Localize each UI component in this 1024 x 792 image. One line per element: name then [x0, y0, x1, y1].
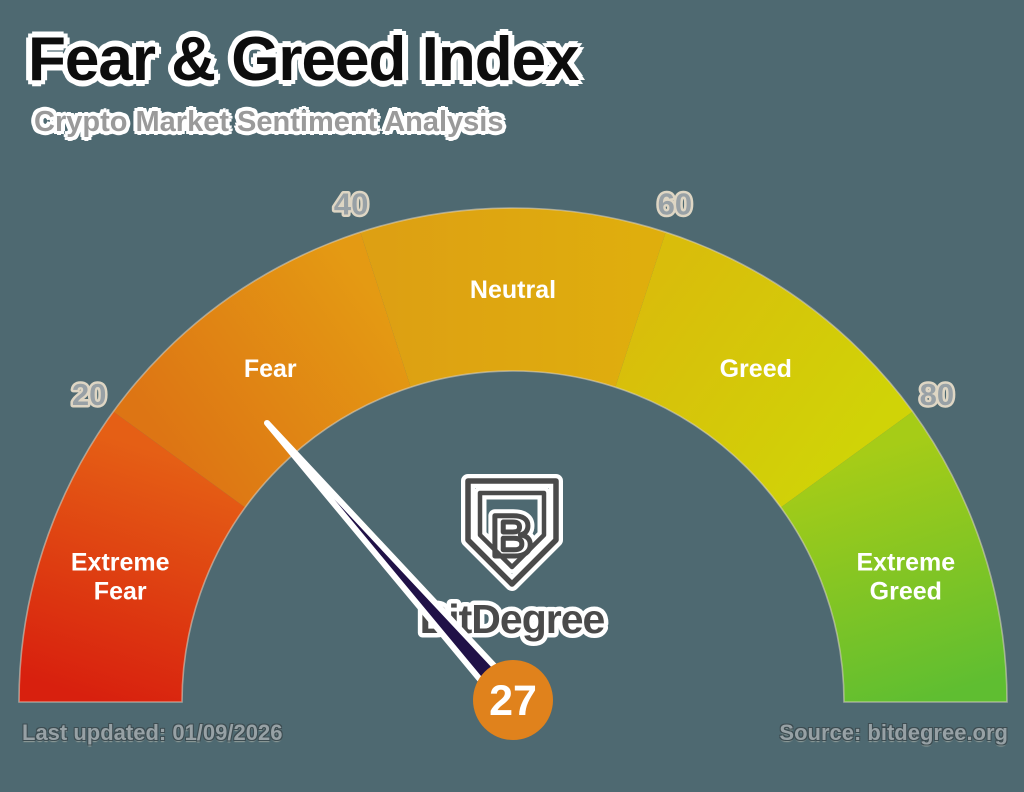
gauge-segment — [19, 411, 246, 702]
tick-label: 20 — [72, 377, 106, 412]
logo-monogram: B — [491, 504, 533, 569]
gauge-value: 27 — [489, 677, 537, 725]
gauge-tick-labels: 20 40 60 80 — [69, 184, 956, 414]
gauge-segments — [19, 207, 1007, 702]
gauge-needle — [263, 419, 525, 713]
page-subtitle: Crypto Market Sentiment Analysis — [34, 106, 504, 138]
value-badge — [473, 660, 553, 740]
last-updated-text: Last updated: 01/09/2026 — [22, 720, 283, 745]
segment-label: Extreme Greed — [856, 548, 955, 605]
page-title: Fear & Greed Index — [28, 25, 580, 94]
segment-label: Neutral — [470, 276, 556, 304]
gauge-segment — [113, 232, 411, 508]
logo-shield-inner — [477, 490, 547, 570]
logo-shield — [465, 478, 559, 587]
segment-label: Fear — [244, 355, 297, 383]
gauge-segment — [780, 411, 1007, 702]
tick-label: 40 — [334, 187, 368, 222]
gauge-segment — [360, 207, 666, 388]
gauge-outline — [18, 207, 1008, 703]
gauge-segment-labels: Extreme Fear Fear Neutral Greed Extreme Greed — [71, 276, 955, 605]
source-text: Source: bitdegree.org — [779, 720, 1008, 745]
tick-label: 60 — [658, 187, 692, 222]
gauge-segment — [615, 232, 913, 508]
segment-label: Greed — [720, 355, 792, 383]
tick-label: 80 — [920, 377, 954, 412]
segment-label: Extreme Fear — [71, 548, 170, 605]
